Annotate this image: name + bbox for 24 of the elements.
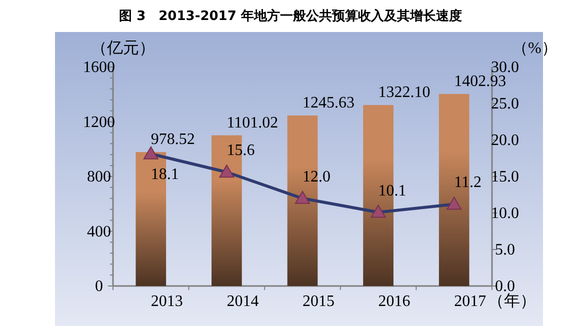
y2-tick-label: 10.0 <box>491 205 519 222</box>
data-label: 1322.10 <box>378 84 430 102</box>
data-label: 978.52 <box>150 131 195 148</box>
x-tick-label: 2013 <box>150 293 183 310</box>
y-tick-label: 400 <box>87 223 111 240</box>
x-axis-title: （年） <box>488 293 536 310</box>
y2-tick-label: 20.0 <box>491 132 519 149</box>
y-tick-label: 1600 <box>83 59 115 76</box>
x-tick-label: 2017 <box>454 293 486 310</box>
y-tick-label: 800 <box>87 168 111 186</box>
y2-tick-label: 0.0 <box>495 278 515 295</box>
y-axis-title: （亿元） <box>91 40 155 57</box>
data-label: 1101.02 <box>226 114 278 132</box>
x-tick-label: 2014 <box>226 293 259 310</box>
y-tick-label: 0 <box>95 278 103 295</box>
y2-tick-label: 15.0 <box>491 168 519 186</box>
x-tick-label: 2016 <box>378 293 410 310</box>
x-tick-label: 2015 <box>302 293 334 310</box>
data-label: 1245.63 <box>302 94 354 112</box>
y2-axis-title: （%） <box>512 40 558 57</box>
y2-tick-label: 5.0 <box>495 242 515 258</box>
chart-title: 图 3 2013-2017 年地方一般公共预算收入及其增长速度 <box>119 8 462 24</box>
y-tick-label: 1200 <box>83 114 115 131</box>
y2-tick-label: 25.0 <box>491 96 519 112</box>
